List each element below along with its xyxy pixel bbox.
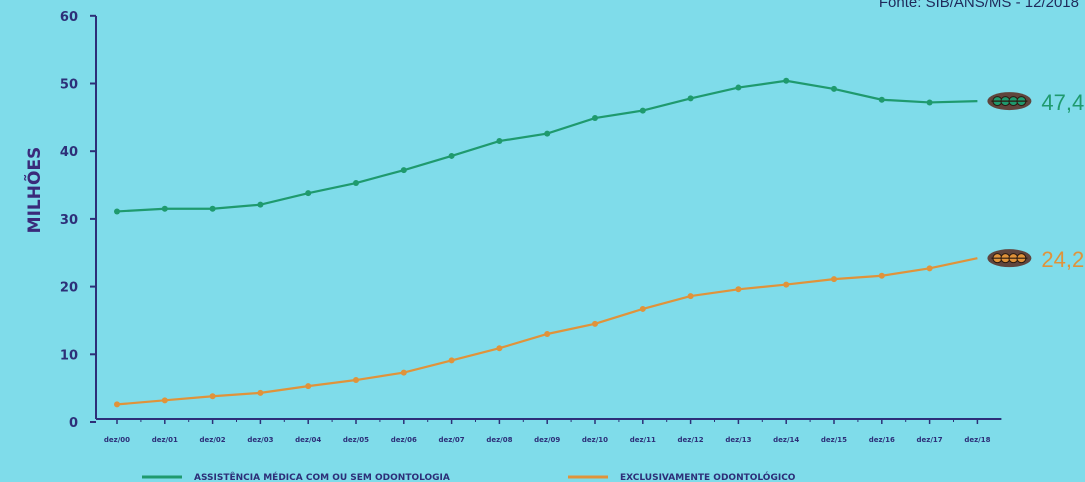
x-tick-label: dez/12 [678,436,704,444]
data-point [448,152,455,159]
x-tick-label: dez/15 [821,436,847,444]
legend-label: ASSISTÊNCIA MÉDICA COM OU SEM ODONTOLOGI… [194,471,450,482]
data-point [639,305,646,312]
y-tick-label: 30 [60,213,78,228]
data-point [496,345,503,352]
chart-legend: ASSISTÊNCIA MÉDICA COM OU SEM ODONTOLOGI… [142,471,796,482]
y-tick-label: 50 [60,78,78,93]
data-point [496,138,503,145]
data-point [687,95,694,102]
x-tick-label: dez/06 [391,436,417,444]
x-tick-label: dez/07 [439,436,465,444]
data-point [353,180,359,187]
x-tick-label: dez/16 [869,436,895,444]
data-point [114,401,120,408]
data-point [114,208,120,215]
data-point [592,115,598,122]
series-end-marker [987,249,1032,268]
data-point [735,84,742,91]
data-point [735,286,742,293]
x-tick-label: dez/13 [725,436,751,444]
legend-label: EXCLUSIVAMENTE ODONTOLÓGICO [620,471,796,482]
data-point [639,107,646,114]
data-point [783,281,790,288]
y-axis-title: MILHÕES [22,147,45,234]
data-point [305,190,312,197]
x-tick-label: dez/05 [343,436,369,444]
series-line [116,79,978,213]
data-point [878,272,885,279]
data-point [353,377,359,384]
data-point [257,389,264,396]
x-tick-label: dez/02 [200,436,226,444]
y-tick-label: 0 [69,416,78,431]
data-point [544,330,551,337]
chart-axes: 0 10 20 30 40 50 60 MILHÕES dez/00 dez/01 dez/02 de… [22,10,1002,444]
x-tick-label: dez/17 [917,436,943,444]
series-end-label: 24,2 [1041,247,1084,272]
series-end-marker [987,92,1032,111]
y-tick-label: 40 [60,145,78,160]
y-tick-label: 60 [60,10,78,25]
data-point [783,77,790,84]
x-tick-label: dez/01 [152,436,178,444]
data-point [831,85,837,92]
x-tick-label: dez/09 [534,436,560,444]
data-point [448,357,455,364]
x-tick-label: dez/11 [630,436,656,444]
x-tick-label: dez/08 [486,436,512,444]
data-point [400,167,407,174]
source-note: Fonte: SIB/ANS/MS - 12/2018 [878,0,1079,11]
data-point [257,201,264,208]
chart-series: 47,4 24,2 [114,77,1084,408]
x-tick-label: dez/18 [964,436,990,444]
data-point [209,205,216,212]
x-tick-label: dez/00 [104,436,130,444]
data-point [592,320,598,327]
data-point [926,99,933,106]
data-point [305,383,312,390]
x-tick-label: dez/04 [295,436,321,444]
data-point [687,293,694,300]
data-point [209,393,216,400]
y-tick-label: 20 [60,281,78,296]
data-point [161,205,168,212]
x-tick-label: dez/10 [582,436,608,444]
data-point [926,265,933,272]
data-point [161,397,168,404]
series-end-label: 47,4 [1041,90,1084,115]
x-tick-label: dez/03 [247,436,273,444]
data-point [831,276,837,283]
data-point [878,96,885,103]
x-tick-label: dez/14 [773,436,799,444]
y-tick-label: 10 [60,348,78,363]
data-point [400,369,407,376]
data-point [544,130,551,137]
